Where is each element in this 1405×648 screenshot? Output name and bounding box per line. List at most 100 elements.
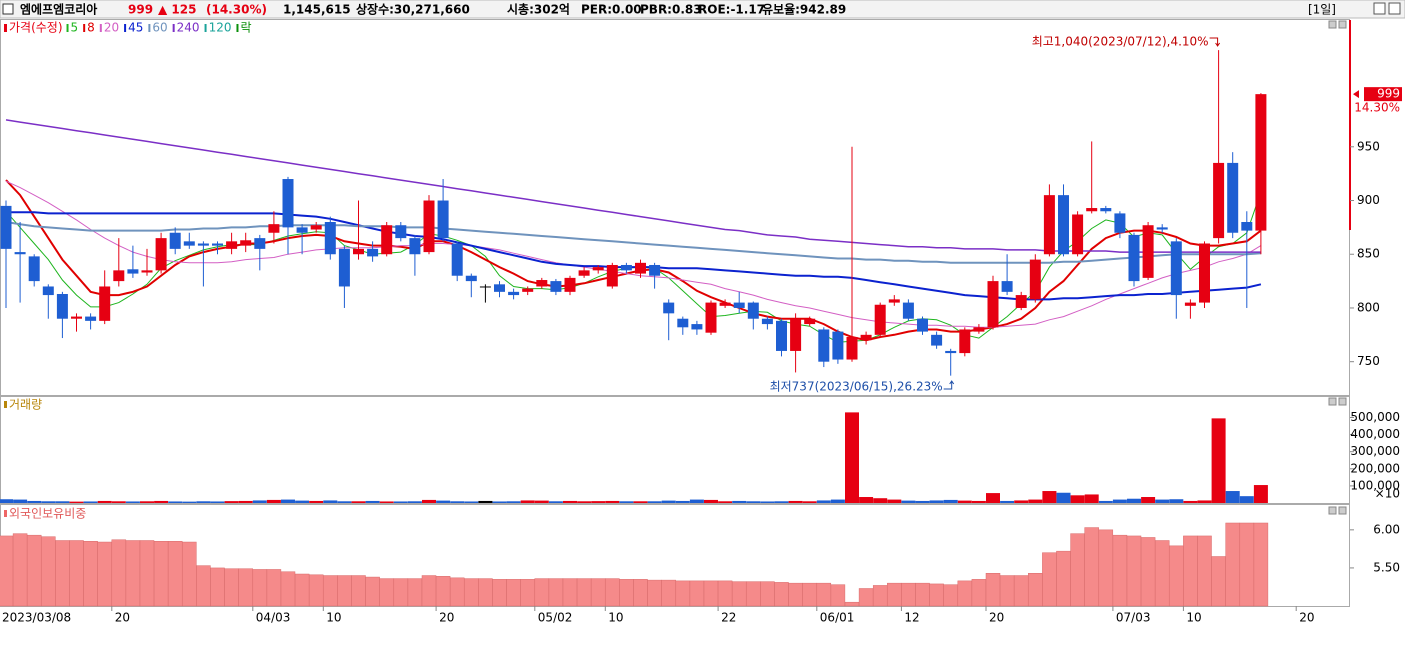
bar: [12, 533, 28, 607]
bar: [957, 500, 972, 503]
checkbox[interactable]: [2, 3, 14, 15]
candle-body: [902, 302, 914, 319]
icon[interactable]: [1338, 506, 1347, 515]
candle-body: [127, 269, 139, 274]
candle-body: [479, 286, 491, 288]
legend-swatch: [172, 24, 175, 32]
bar: [182, 501, 197, 503]
candle-body: [959, 329, 971, 354]
bar: [971, 500, 986, 503]
candle-body: [1156, 227, 1168, 230]
legend-swatch: [4, 24, 7, 32]
bar: [872, 585, 888, 607]
bar: [901, 500, 916, 503]
bar: [196, 565, 211, 607]
candle-body: [973, 327, 985, 332]
bar: [97, 541, 112, 607]
volume-unit: ×10: [1375, 487, 1400, 501]
bar: [718, 501, 733, 503]
panel-icons: [1328, 20, 1347, 515]
icon[interactable]: [1328, 397, 1337, 406]
bar: [435, 576, 451, 607]
bar: [605, 500, 620, 503]
bar: [1028, 499, 1043, 503]
bar: [167, 541, 183, 607]
icon[interactable]: [1328, 20, 1337, 29]
close-button[interactable]: [1388, 2, 1401, 15]
x-tick-label: 20: [439, 611, 454, 625]
low-annotation: 최저737(2023/06/15),26.23%: [770, 380, 943, 394]
ma-line: [6, 211, 1262, 301]
bar: [802, 501, 817, 503]
candle-body: [338, 248, 350, 287]
bar: [168, 501, 183, 503]
bar: [788, 500, 803, 503]
candle-body: [677, 318, 689, 328]
bar: [139, 540, 155, 607]
bar: [1056, 550, 1071, 607]
candle-body: [56, 293, 68, 319]
bar: [732, 500, 747, 503]
icon[interactable]: [1338, 20, 1347, 29]
candle-body: [776, 320, 787, 351]
legend-swatch: [236, 24, 239, 32]
candle-body: [437, 200, 449, 239]
bar: [506, 501, 521, 503]
x-tick-label: 07/03: [1116, 611, 1151, 625]
candle-body: [71, 316, 82, 319]
bar: [280, 571, 296, 607]
candle-body: [141, 270, 153, 273]
bar: [337, 575, 352, 607]
bar: [1183, 535, 1198, 607]
bar: [760, 581, 775, 607]
window-button[interactable]: [1373, 2, 1386, 15]
bar: [0, 535, 14, 607]
candle-body: [1086, 208, 1098, 212]
candle-body: [931, 334, 943, 346]
candle-body: [804, 318, 816, 325]
bar: [887, 582, 902, 607]
candle-body: [818, 329, 830, 362]
bar: [774, 582, 789, 607]
bar: [1000, 500, 1015, 503]
bar: [929, 583, 944, 607]
bar: [393, 501, 408, 503]
candle-body: [451, 243, 463, 276]
candle-body: [381, 225, 393, 255]
candle-body: [860, 334, 872, 341]
bar: [252, 500, 267, 503]
bar: [633, 579, 648, 607]
reserve: 유보율:942.89: [762, 3, 846, 17]
bar: [111, 501, 126, 503]
bar: [1028, 573, 1043, 607]
bar: [1098, 500, 1113, 503]
bar: [534, 578, 550, 607]
icon[interactable]: [1338, 397, 1347, 406]
bar: [986, 493, 1000, 503]
candle-body: [254, 238, 266, 249]
ma-line: [5, 179, 1262, 342]
candle-body: [719, 302, 731, 306]
candle-body: [14, 252, 26, 255]
price-arrow: [1353, 90, 1359, 99]
candle-body: [592, 267, 604, 271]
volume-title: 거래량: [9, 398, 42, 412]
candle-body: [945, 350, 957, 354]
bar: [746, 501, 761, 503]
stock-name: 엠에프엠코리아: [20, 2, 97, 17]
candle-body: [620, 264, 632, 271]
bar: [576, 578, 592, 607]
candle-body: [1142, 225, 1154, 278]
legend-swatch: [83, 24, 86, 32]
candle-body: [1199, 243, 1210, 303]
bar: [915, 500, 930, 503]
legend-item: 60: [152, 21, 167, 35]
bar: [563, 500, 577, 503]
period[interactable]: [1일]: [1308, 3, 1336, 17]
bar: [704, 499, 718, 503]
candle-body: [536, 280, 548, 287]
icon[interactable]: [1328, 506, 1337, 515]
candle-body: [212, 243, 223, 246]
bar: [802, 582, 817, 607]
